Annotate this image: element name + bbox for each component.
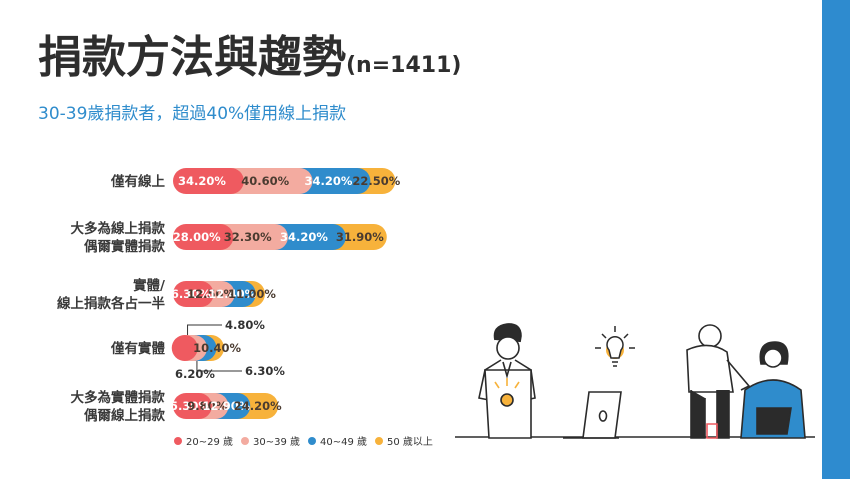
data-label: 15.30% — [162, 399, 210, 413]
page-subtitle: 30-39歲捐款者，超過40%僅用線上捐款 — [38, 104, 347, 124]
category-label: 大多為實體捐款偶爾線上捐款 — [71, 389, 166, 424]
legend-swatch — [308, 437, 316, 445]
data-label: 12.40% — [208, 287, 256, 301]
bar-segment-1 — [173, 168, 244, 194]
data-label: 12.90% — [202, 399, 250, 413]
data-label: 10.40% — [193, 341, 241, 355]
sample-size: (n=1411) — [346, 53, 462, 78]
legend-label: 50 歲以上 — [387, 435, 433, 448]
data-label: 11.00% — [228, 287, 276, 301]
data-label: 40.60% — [241, 174, 289, 188]
data-label: 4.80% — [225, 318, 265, 332]
data-label: 34.20% — [178, 174, 226, 188]
category-label-line: 實體/ — [133, 277, 165, 294]
page-title: 捐款方法與趨勢(n=1411) — [38, 36, 461, 80]
bar-segment-4 — [332, 224, 387, 250]
data-label: 6.30% — [245, 364, 285, 378]
laptop-on-floor-icon — [563, 391, 622, 439]
legend-swatch — [241, 437, 249, 445]
bar-segment-2 — [230, 168, 313, 194]
legend-label: 40~49 歲 — [320, 435, 367, 448]
people-illustration — [455, 323, 815, 439]
data-label: 6.20% — [175, 367, 215, 381]
title-main: 捐款方法與趨勢 — [38, 32, 346, 83]
callout-line — [196, 361, 242, 372]
category-labels: 僅有線上大多為線上捐款偶爾實體捐款實體/線上捐款各占一半僅有實體大多為實體捐款偶… — [57, 173, 165, 424]
bar-segment-1 — [171, 335, 198, 361]
chart-legend: 20~29 歲 30~39 歲 40~49 歲 50 歲以上 — [174, 435, 433, 448]
data-label: 12.50% — [187, 287, 235, 301]
bar-segments — [171, 168, 396, 419]
data-label: 31.90% — [336, 230, 384, 244]
callouts: 6.20% 4.80% 6.30% — [175, 318, 285, 381]
category-label-line: 偶爾線上捐款 — [84, 407, 165, 424]
category-label-line: 僅有實體 — [110, 340, 165, 357]
legend-swatch — [174, 437, 182, 445]
side-accent-bar — [822, 0, 850, 479]
category-label: 實體/線上捐款各占一半 — [57, 277, 165, 312]
bar-segment-1 — [173, 281, 214, 307]
legend-label: 20~29 歲 — [186, 435, 233, 448]
category-label-line: 線上捐款各占一半 — [57, 295, 165, 312]
category-label-line: 偶爾實體捐款 — [84, 238, 165, 255]
data-label: 24.20% — [234, 399, 282, 413]
data-label: 34.20% — [304, 174, 352, 188]
lightbulb-icon — [595, 326, 635, 367]
legend-label: 30~39 歲 — [253, 435, 300, 448]
legend-swatch — [375, 437, 383, 445]
category-label-line: 大多為實體捐款 — [71, 389, 166, 406]
category-label: 僅有實體 — [110, 340, 165, 357]
data-labels: 34.20% 40.60% 34.20% 22.50%28.00% 32.30% 34.2… — [162, 174, 401, 413]
category-label-line: 僅有線上 — [110, 173, 165, 190]
callout-line — [187, 324, 222, 335]
data-label: 34.20% — [280, 230, 328, 244]
colleagues-at-laptop-illustration — [686, 324, 806, 439]
data-label: 16.30% — [163, 287, 211, 301]
category-label: 大多為線上捐款偶爾實體捐款 — [71, 220, 166, 255]
stacked-bar-chart: 僅有線上大多為線上捐款偶爾實體捐款實體/線上捐款各占一半僅有實體大多為實體捐款偶… — [57, 168, 433, 448]
data-label: 32.30% — [224, 230, 272, 244]
bar-segment-1 — [173, 393, 212, 419]
man-with-coin-illustration — [478, 323, 536, 439]
category-label: 僅有線上 — [110, 173, 165, 190]
category-label-line: 大多為線上捐款 — [71, 220, 166, 237]
data-label: 9.80% — [187, 399, 227, 413]
bar-segment-3 — [299, 168, 371, 194]
data-label: 28.00% — [173, 230, 221, 244]
data-label: 22.50% — [352, 174, 400, 188]
bar-segment-2 — [220, 224, 288, 250]
bar-segment-3 — [274, 224, 346, 250]
bar-segment-1 — [173, 224, 234, 250]
